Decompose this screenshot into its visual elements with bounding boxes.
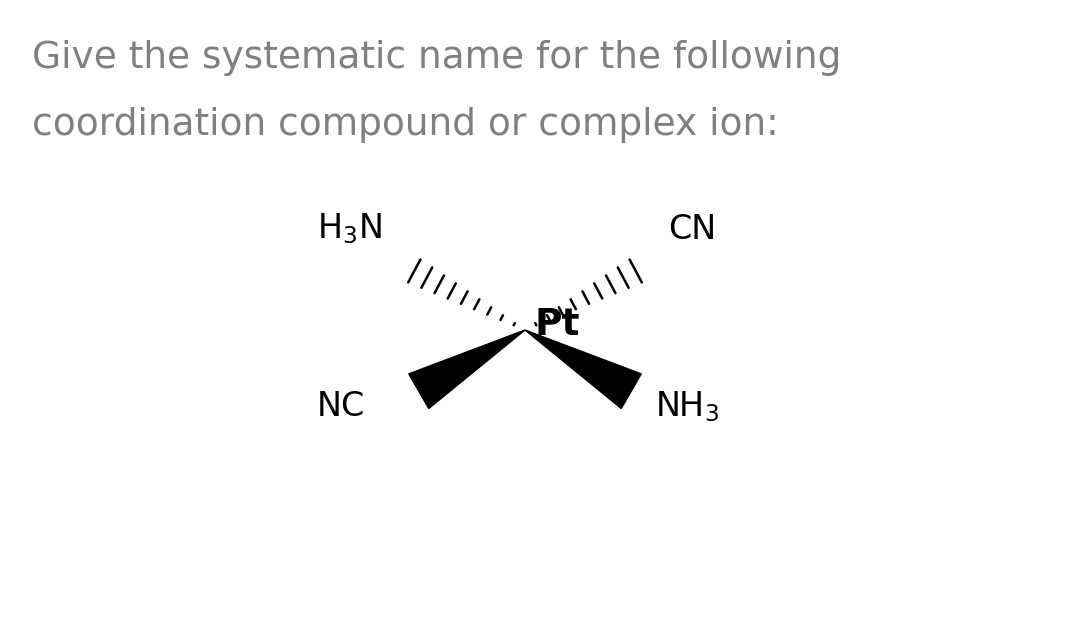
Text: H$_3$N: H$_3$N xyxy=(317,211,382,246)
Text: Pt: Pt xyxy=(535,307,581,343)
Text: Give the systematic name for the following: Give the systematic name for the followi… xyxy=(32,40,841,76)
Text: coordination compound or complex ion:: coordination compound or complex ion: xyxy=(32,107,779,143)
Polygon shape xyxy=(526,330,641,408)
Text: NC: NC xyxy=(317,391,364,424)
Text: NH$_3$: NH$_3$ xyxy=(655,390,719,424)
Text: CN: CN xyxy=(668,213,716,246)
Polygon shape xyxy=(409,330,526,408)
